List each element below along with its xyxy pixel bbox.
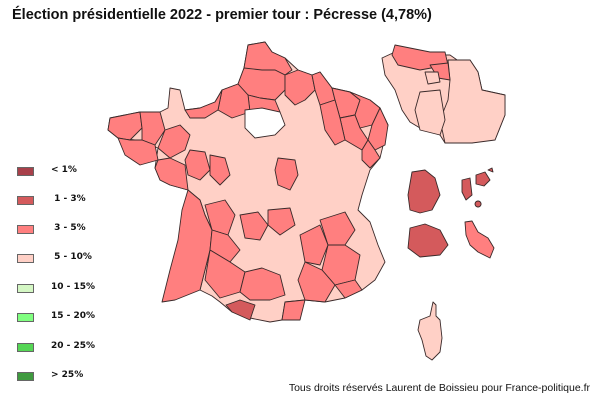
legend-swatch [17, 372, 34, 381]
legend-swatch [17, 343, 34, 352]
legend-swatch [17, 284, 34, 293]
ile-de-france-inset [381, 44, 506, 144]
ile-de-france-gap [244, 107, 286, 139]
legend-swatch [17, 313, 34, 322]
martinique [464, 220, 495, 259]
guyane [407, 169, 441, 214]
legend-label: < 1% [51, 165, 77, 175]
legend-label: 1 - 3% [51, 194, 86, 204]
guadeloupe [461, 167, 494, 208]
metropole [107, 41, 389, 323]
legend-swatch [17, 225, 34, 234]
corse [417, 301, 443, 361]
legend-swatch [17, 167, 34, 176]
legend-label: > 25% [51, 370, 84, 380]
legend-label: 15 - 20% [51, 311, 96, 321]
legend-label: 5 - 10% [51, 252, 92, 262]
copyright-footer: Tous droits réservés Laurent de Boissieu… [288, 382, 590, 394]
legend-label: 10 - 15% [51, 282, 96, 292]
legend-label: 20 - 25% [51, 341, 96, 351]
map-title: Élection présidentielle 2022 - premier t… [12, 7, 432, 23]
legend-swatch [17, 254, 34, 263]
reunion [407, 223, 449, 258]
legend-swatch [17, 196, 34, 205]
legend-label: 3 - 5% [51, 223, 86, 233]
